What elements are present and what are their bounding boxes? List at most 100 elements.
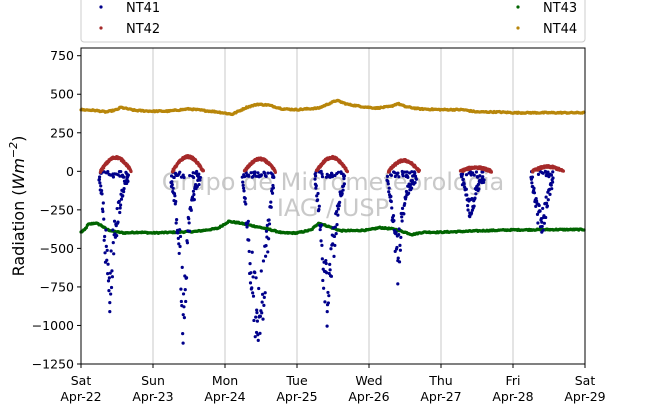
nt41-point bbox=[461, 172, 465, 176]
nt41-point bbox=[259, 173, 264, 177]
nt41-point bbox=[178, 170, 182, 174]
nt41-point bbox=[324, 258, 328, 263]
nt41-point bbox=[266, 250, 270, 254]
nt41-point bbox=[260, 311, 264, 315]
nt41-point bbox=[541, 171, 545, 175]
nt41-point bbox=[179, 287, 183, 291]
nt41-point bbox=[110, 275, 114, 279]
nt41-point bbox=[114, 224, 118, 228]
x-tick-day: Tue bbox=[285, 373, 308, 388]
nt41-point bbox=[474, 170, 479, 174]
nt41-point bbox=[396, 256, 400, 260]
nt41-point bbox=[335, 210, 339, 214]
nt41-point bbox=[317, 204, 321, 208]
nt41-point bbox=[387, 190, 391, 194]
nt41-point bbox=[414, 177, 418, 181]
nt41-point bbox=[482, 178, 486, 182]
nt41-point bbox=[264, 244, 268, 248]
nt41-point bbox=[325, 271, 329, 275]
nt42-point bbox=[561, 169, 566, 173]
nt41-point bbox=[177, 251, 181, 256]
nt41-point bbox=[394, 230, 398, 234]
nt41-point bbox=[98, 181, 102, 185]
nt41-point bbox=[318, 227, 322, 232]
nt41-point bbox=[544, 201, 549, 205]
nt41-point bbox=[182, 305, 186, 309]
nt41-point bbox=[241, 186, 246, 190]
nt41-point bbox=[548, 192, 552, 196]
nt41-point bbox=[400, 219, 404, 223]
nt41-point bbox=[400, 206, 405, 210]
x-tick-day: Thu bbox=[428, 373, 452, 388]
nt42-point bbox=[345, 170, 349, 174]
nt41-point bbox=[327, 294, 331, 298]
legend-marker-nt44 bbox=[516, 26, 520, 30]
nt41-point bbox=[178, 228, 182, 232]
nt41-point bbox=[100, 207, 105, 211]
nt41-point bbox=[389, 194, 393, 199]
nt41-point bbox=[180, 265, 184, 270]
nt41-point bbox=[272, 175, 276, 179]
legend-label-nt42: NT42 bbox=[126, 22, 160, 37]
axes-frame bbox=[80, 47, 586, 365]
watermark-line1: Grupo de Micrometeorologia bbox=[162, 168, 504, 196]
nt41-point bbox=[532, 191, 537, 195]
nt41-point bbox=[314, 184, 318, 188]
x-axis-ticks: SatApr-22SunApr-23MonApr-24TueApr-25WedA… bbox=[60, 364, 606, 404]
nt41-point bbox=[271, 183, 275, 188]
nt42-point bbox=[417, 168, 421, 172]
nt41-point bbox=[105, 258, 109, 262]
y-axis-label-text: Radiation bbox=[9, 201, 28, 277]
nt41-point bbox=[198, 178, 202, 182]
nt41-point bbox=[400, 169, 404, 174]
nt41-point bbox=[261, 317, 265, 321]
nt41-point bbox=[255, 311, 259, 315]
nt41-point bbox=[106, 262, 110, 266]
nt41-point bbox=[263, 291, 267, 295]
x-tick-day: Mon bbox=[212, 373, 238, 388]
nt41-point bbox=[391, 214, 396, 218]
nt41-point bbox=[320, 243, 324, 247]
nt41-point bbox=[126, 173, 130, 177]
nt41-point bbox=[321, 278, 325, 283]
plot-area: Grupo de Micrometeorologia IAG / USP 750… bbox=[32, 47, 606, 404]
nt41-point bbox=[175, 218, 179, 222]
nt41-point bbox=[464, 187, 468, 191]
nt41-point bbox=[333, 225, 337, 229]
nt41-point bbox=[336, 207, 340, 211]
nt41-point bbox=[241, 180, 245, 184]
nt41-point bbox=[179, 299, 183, 304]
nt41-point bbox=[255, 308, 259, 312]
nt41-point bbox=[106, 279, 111, 283]
nt41-point bbox=[400, 215, 404, 219]
nt41-point bbox=[101, 209, 105, 214]
nt41-point bbox=[99, 189, 104, 193]
legend-box bbox=[80, 0, 586, 43]
nt41-point bbox=[253, 335, 257, 339]
nt41-point bbox=[110, 269, 114, 273]
nt41-point bbox=[542, 221, 546, 225]
nt41-point bbox=[256, 171, 260, 175]
nt41-point bbox=[267, 222, 272, 226]
nt41-point bbox=[115, 206, 119, 211]
nt41-point bbox=[398, 248, 402, 252]
nt41-point bbox=[192, 175, 196, 180]
nt41-point bbox=[260, 300, 264, 304]
nt41-point bbox=[536, 221, 540, 225]
nt41-point bbox=[178, 234, 183, 239]
x-tick-date: Apr-24 bbox=[204, 389, 245, 404]
nt41-point bbox=[177, 242, 181, 246]
legend: NT41 NT42 NT43 NT44 bbox=[80, 0, 586, 43]
nt41-point bbox=[243, 196, 247, 201]
y-tick-label: 750 bbox=[50, 48, 74, 63]
nt41-point bbox=[464, 173, 469, 177]
nt41-point bbox=[108, 271, 112, 275]
legend-marker-nt43 bbox=[516, 5, 520, 9]
x-tick-day: Sat bbox=[71, 373, 92, 388]
nt41-point bbox=[258, 331, 262, 335]
nt41-point bbox=[473, 196, 477, 200]
nt41-point bbox=[325, 324, 329, 328]
nt41-point bbox=[387, 186, 391, 190]
nt41-point bbox=[405, 170, 409, 174]
nt41-point bbox=[241, 183, 245, 187]
